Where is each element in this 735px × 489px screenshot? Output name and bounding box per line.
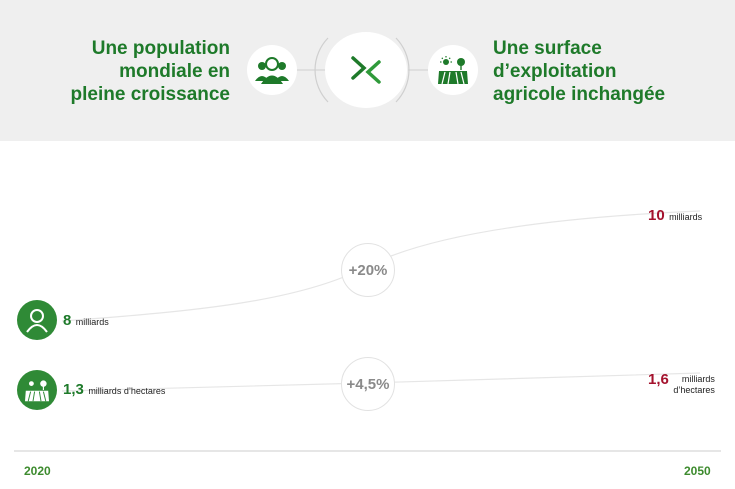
population-icon (247, 45, 297, 95)
population-start-value: 8 milliards (63, 312, 109, 329)
end-year: 2050 (684, 464, 711, 478)
header-connectors (296, 37, 428, 103)
farmland-start-value: 1,3 milliards d’hectares (63, 381, 166, 398)
farmland-row-icon (17, 370, 57, 410)
converging-arrows-icon (325, 32, 407, 108)
farmland-headline: Une surface d’exploitation agricole inch… (493, 38, 666, 105)
trend-lines (14, 210, 721, 452)
person-icon (17, 300, 57, 340)
farmland-change: +4,5% (341, 357, 395, 411)
start-year: 2020 (24, 464, 51, 478)
farmland-icon (428, 45, 478, 95)
farmland-end-value: 1,6 milliards d’hectares (648, 371, 715, 395)
population-change: +20% (341, 243, 395, 297)
population-headline: Une population mondiale en pleine croiss… (70, 38, 230, 105)
population-end-value: 10 milliards (648, 207, 703, 224)
